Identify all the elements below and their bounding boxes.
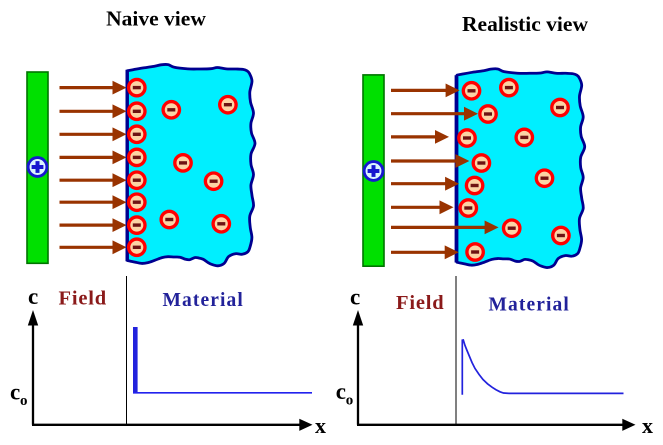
- svg-text:o: o: [20, 393, 28, 409]
- svg-text:Field: Field: [59, 288, 107, 310]
- svg-text:Realistic view: Realistic view: [462, 12, 588, 36]
- svg-text:c: c: [350, 285, 360, 310]
- svg-text:x: x: [642, 413, 653, 438]
- svg-text:Material: Material: [163, 290, 244, 311]
- svg-text:Field: Field: [396, 292, 444, 314]
- svg-text:c: c: [10, 380, 20, 405]
- svg-text:c: c: [336, 379, 346, 404]
- svg-text:Naive view: Naive view: [106, 7, 206, 31]
- svg-text:c: c: [28, 284, 38, 309]
- svg-text:Material: Material: [489, 295, 570, 316]
- svg-text:o: o: [346, 393, 354, 409]
- svg-text:x: x: [315, 413, 326, 438]
